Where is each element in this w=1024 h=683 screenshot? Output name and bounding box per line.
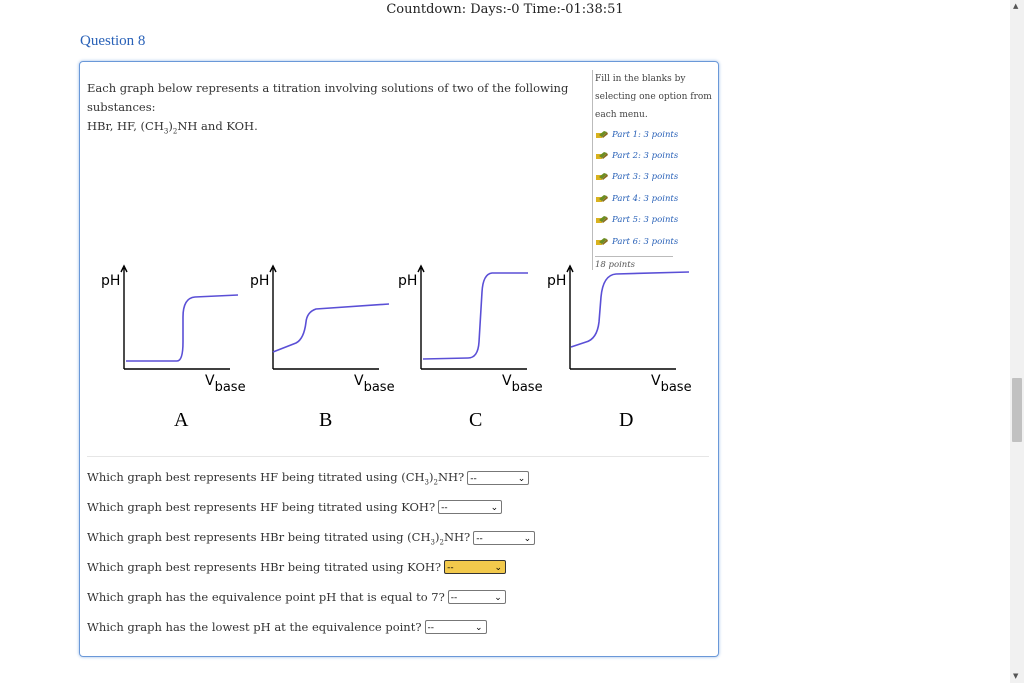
x-axis-label: Vbase xyxy=(354,373,395,395)
question-text: Which graph best represents HF being tit… xyxy=(87,470,465,487)
chevron-down-icon: ⌄ xyxy=(517,474,526,485)
question-row: Which graph has the equivalence point pH… xyxy=(87,590,506,604)
question-title: Question 8 xyxy=(80,33,146,49)
titration-graph: pH Vbase xyxy=(398,264,543,395)
x-axis-label: Vbase xyxy=(651,373,692,395)
chevron-down-icon: ⌄ xyxy=(494,593,502,603)
question-row: Which graph has the lowest pH at the equ… xyxy=(87,620,487,634)
titration-curve xyxy=(126,294,239,362)
x-axis-label: Vbase xyxy=(205,373,246,395)
pencil-check-icon xyxy=(596,130,608,138)
part-item[interactable]: Part 3: 3 points xyxy=(595,167,715,188)
titration-curve xyxy=(422,272,528,360)
chevron-down-icon: ⌄ xyxy=(494,563,503,573)
part-item[interactable]: Part 6: 3 points xyxy=(595,231,715,252)
graph-letter-label: C xyxy=(469,409,482,431)
y-axis-label: pH xyxy=(101,273,120,289)
answer-dropdown[interactable]: -- ⌄ xyxy=(473,531,536,546)
part-item[interactable]: Part 5: 3 points xyxy=(595,210,715,231)
scroll-thumb[interactable] xyxy=(1012,378,1022,442)
answer-dropdown[interactable]: -- ⌄ xyxy=(438,500,503,514)
titration-graph: pH Vbase xyxy=(250,264,395,395)
x-axis-label: Vbase xyxy=(502,373,543,395)
question-row: Which graph best represents HF being tit… xyxy=(87,470,530,487)
pencil-check-icon xyxy=(596,152,608,160)
vertical-scrollbar[interactable]: ▲ ▼ xyxy=(1010,0,1024,683)
question-box xyxy=(79,61,719,657)
answer-dropdown[interactable]: -- ⌄ xyxy=(424,620,487,634)
question-text: Which graph best represents HBr being ti… xyxy=(87,560,442,574)
part-item[interactable]: Part 2: 3 points xyxy=(595,145,715,166)
titration-curve xyxy=(570,271,690,348)
part-label: Part 4: 3 points xyxy=(612,193,679,204)
question-row: Which graph best represents HBr being ti… xyxy=(87,560,507,574)
answer-dropdown[interactable]: -- ⌄ xyxy=(444,560,507,574)
graph-axes xyxy=(120,264,230,370)
part-label: Part 2: 3 points xyxy=(612,151,679,162)
pencil-check-icon xyxy=(596,173,608,181)
part-item[interactable]: Part 4: 3 points xyxy=(595,188,715,209)
titration-graphs: pH Vbase ApH Vbase BpH Vbase CpH Vbase D xyxy=(101,264,692,431)
points-panel: Fill in the blanks by selecting one opti… xyxy=(592,70,715,271)
part-label: Part 5: 3 points xyxy=(612,215,679,226)
graph-axes xyxy=(417,264,527,370)
chevron-down-icon: ⌄ xyxy=(523,534,532,545)
chevron-down-icon: ⌄ xyxy=(474,623,483,633)
titration-curve xyxy=(272,303,390,353)
pencil-check-icon xyxy=(596,237,608,245)
part-label: Part 1: 3 points xyxy=(612,129,679,140)
pencil-check-icon xyxy=(596,216,608,224)
chevron-down-icon: ⌄ xyxy=(490,503,499,513)
question-row: Which graph best represents HBr being ti… xyxy=(87,530,536,547)
countdown-timer: Countdown: Days:-0 Time:-01:38:51 xyxy=(386,2,624,17)
graph-axes xyxy=(269,264,379,370)
scroll-up-arrow-icon[interactable]: ▲ xyxy=(1013,2,1019,10)
part-item[interactable]: Part 1: 3 points xyxy=(595,124,715,145)
answer-dropdown[interactable]: -- ⌄ xyxy=(467,471,530,486)
part-label: Part 3: 3 points xyxy=(612,172,679,183)
part-label: Part 6: 3 points xyxy=(612,236,679,247)
question-intro: Each graph below represents a titration … xyxy=(87,79,592,141)
pencil-check-icon xyxy=(596,194,608,202)
panel-instructions: Fill in the blanks by selecting one opti… xyxy=(595,74,712,120)
graph-letter-label: B xyxy=(319,409,332,431)
intro-line-2: HBr, HF, (CH3)2NH and KOH. xyxy=(87,119,258,136)
graph-letter-label: A xyxy=(174,409,189,431)
y-axis-label: pH xyxy=(250,273,269,289)
scroll-down-arrow-icon[interactable]: ▼ xyxy=(1013,672,1019,680)
question-text: Which graph best represents HF being tit… xyxy=(87,500,436,514)
y-axis-label: pH xyxy=(398,273,417,289)
titration-graph: pH Vbase xyxy=(547,264,692,395)
question-row: Which graph best represents HF being tit… xyxy=(87,500,503,514)
graph-letter-label: D xyxy=(619,409,633,431)
question-text: Which graph has the equivalence point pH… xyxy=(87,590,445,604)
titration-graph: pH Vbase xyxy=(101,264,246,395)
graph-axes xyxy=(566,264,676,370)
intro-line-1: Each graph below represents a titration … xyxy=(87,81,569,114)
answer-dropdown[interactable]: -- ⌄ xyxy=(447,590,506,604)
question-text: Which graph has the lowest pH at the equ… xyxy=(87,620,422,634)
total-points: 18 points xyxy=(595,256,673,270)
question-text: Which graph best represents HBr being ti… xyxy=(87,530,471,547)
section-divider xyxy=(87,456,709,457)
y-axis-label: pH xyxy=(547,273,566,289)
